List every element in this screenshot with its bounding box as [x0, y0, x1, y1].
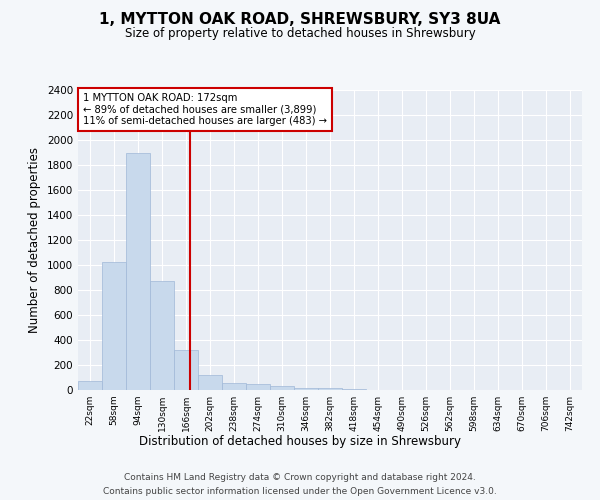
Bar: [126, 152, 150, 390]
Text: 1 MYTTON OAK ROAD: 172sqm
← 89% of detached houses are smaller (3,899)
11% of se: 1 MYTTON OAK ROAD: 172sqm ← 89% of detac…: [83, 93, 327, 126]
Y-axis label: Number of detached properties: Number of detached properties: [28, 147, 41, 333]
Bar: [246, 384, 270, 390]
Text: Contains public sector information licensed under the Open Government Licence v3: Contains public sector information licen…: [103, 488, 497, 496]
Text: Contains HM Land Registry data © Crown copyright and database right 2024.: Contains HM Land Registry data © Crown c…: [124, 472, 476, 482]
Bar: [198, 375, 222, 390]
Bar: [78, 380, 102, 390]
Bar: [270, 386, 294, 390]
Bar: [222, 383, 246, 390]
Bar: [102, 262, 126, 390]
Bar: [174, 350, 198, 390]
Bar: [294, 388, 318, 390]
Bar: [318, 388, 342, 390]
Text: 1, MYTTON OAK ROAD, SHREWSBURY, SY3 8UA: 1, MYTTON OAK ROAD, SHREWSBURY, SY3 8UA: [100, 12, 500, 28]
Bar: [150, 280, 174, 390]
Text: Distribution of detached houses by size in Shrewsbury: Distribution of detached houses by size …: [139, 435, 461, 448]
Text: Size of property relative to detached houses in Shrewsbury: Size of property relative to detached ho…: [125, 28, 475, 40]
